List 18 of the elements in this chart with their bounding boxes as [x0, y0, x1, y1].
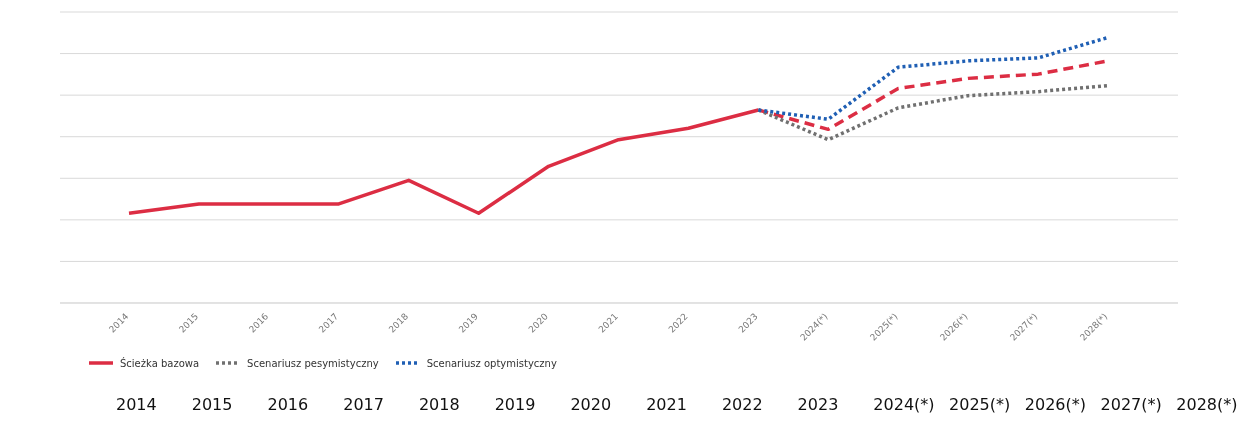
text: 2024(*): [873, 395, 936, 414]
text: 2022: [721, 395, 764, 414]
text: 2028(*): [1176, 395, 1239, 414]
text: 2020: [570, 395, 613, 414]
text: 2026(*): [1024, 395, 1087, 414]
legend-label: Scenariusz pesymistyczny: [247, 357, 379, 369]
text: 2014: [116, 395, 158, 414]
text: 2018: [418, 395, 461, 414]
text: 2015: [191, 395, 234, 414]
legend-label: Scenariusz optymistyczny: [426, 357, 557, 369]
text: 2025(*): [949, 395, 1012, 414]
text: 2017: [343, 395, 385, 414]
text: 2021: [646, 395, 688, 414]
legend-label: Ścieżka bazowa: [120, 357, 200, 369]
text: 2027(*): [1100, 395, 1163, 414]
text: 2023: [797, 395, 840, 414]
text: 2019: [494, 395, 537, 414]
text: 2016: [267, 395, 310, 414]
